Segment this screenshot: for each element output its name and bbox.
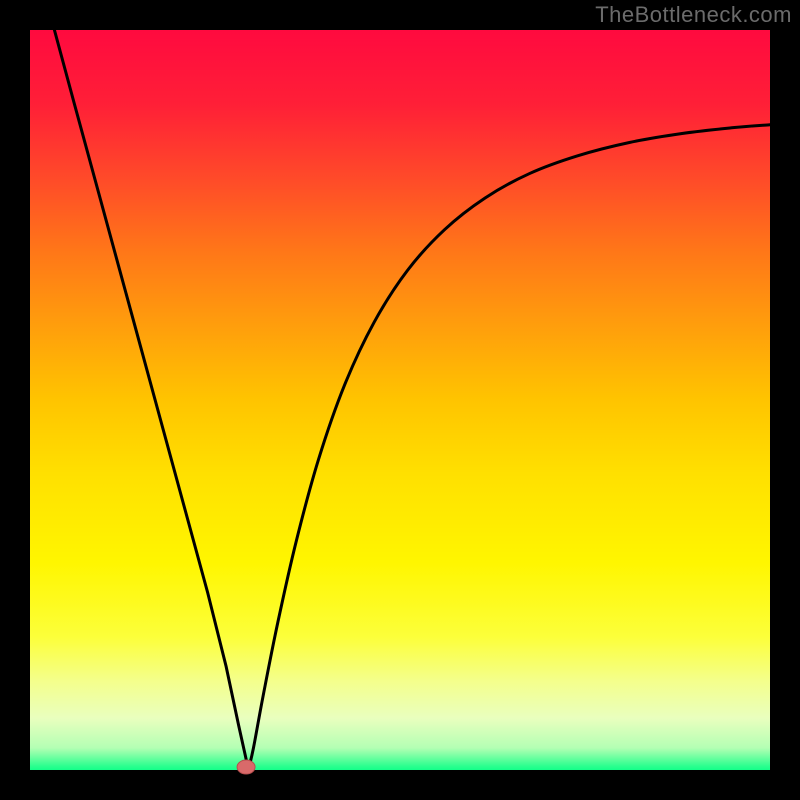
attribution-text: TheBottleneck.com: [595, 2, 792, 28]
chart-container: TheBottleneck.com: [0, 0, 800, 800]
chart-svg: [0, 0, 800, 800]
minimum-marker: [237, 760, 255, 774]
plot-area: [30, 30, 770, 770]
